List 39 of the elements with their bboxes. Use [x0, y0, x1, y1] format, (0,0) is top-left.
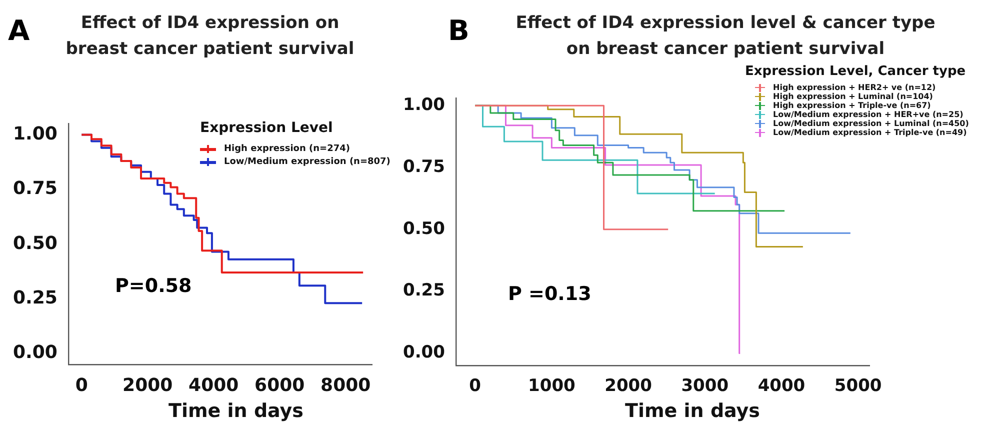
x-axis-title: Time in days [168, 400, 304, 422]
annotation: P =0.13 [508, 283, 592, 305]
legend-label: High expression (n=274) [224, 144, 350, 154]
legend-label: Low/Medium expression (n=807) [224, 157, 390, 167]
x-axis-title: Time in days [624, 400, 761, 422]
x-tick-label: 4000 [758, 376, 806, 396]
x-tick-label: 0 [75, 374, 88, 396]
y-tick-label: 0.00 [402, 342, 446, 363]
y-tick-label: 0.50 [12, 232, 58, 254]
x-tick-label: 4000 [188, 374, 239, 396]
y-tick-label: 0.50 [402, 218, 446, 239]
x-tick-label: 3000 [681, 376, 729, 396]
x-tick-label: 6000 [254, 374, 305, 396]
legend-label: Low/Medium expression + Luminal (n=450) [773, 119, 969, 128]
y-tick-label: 0.00 [12, 342, 58, 364]
chart-title: Effect of ID4 expression on breast cancer patient survival [64, 12, 356, 61]
y-tick-label: 0.25 [402, 280, 445, 301]
legend-label: High expression + HER2+ ve (n=12) [773, 83, 936, 92]
legend-label: Low/Medium expression + HER+ve (n=25) [773, 110, 964, 119]
x-tick-label: 5000 [834, 376, 882, 396]
annotation: P=0.58 [115, 275, 192, 297]
x-tick-label: 8000 [320, 374, 371, 396]
text: B [448, 14, 470, 47]
x-tick-label: 2000 [122, 374, 173, 396]
x-tick-label: 0 [469, 376, 482, 396]
x-tick-label: 1000 [528, 376, 576, 396]
text: A [8, 14, 30, 47]
y-tick-label: 0.25 [12, 287, 58, 308]
y-tick-label: 1.00 [402, 95, 446, 116]
legend-title: Expression Level [200, 120, 334, 136]
y-tick-label: 0.75 [12, 178, 58, 200]
y-tick-label: 1.00 [12, 123, 58, 144]
x-tick-label: 2000 [604, 376, 652, 396]
legend-label: High expression + Luminal (n=104) [773, 92, 933, 101]
chart-title: Effect of ID4 expression level & cancer type on breast cancer patient survival [514, 12, 936, 61]
y-tick-label: 0.75 [402, 156, 445, 177]
legend-label: High expression + Triple-ve (n=67) [773, 101, 931, 110]
legend-label: Low/Medium expression + Triple-ve (n=49) [773, 128, 967, 137]
legend-title: Expression Level, Cancer type [745, 64, 967, 79]
